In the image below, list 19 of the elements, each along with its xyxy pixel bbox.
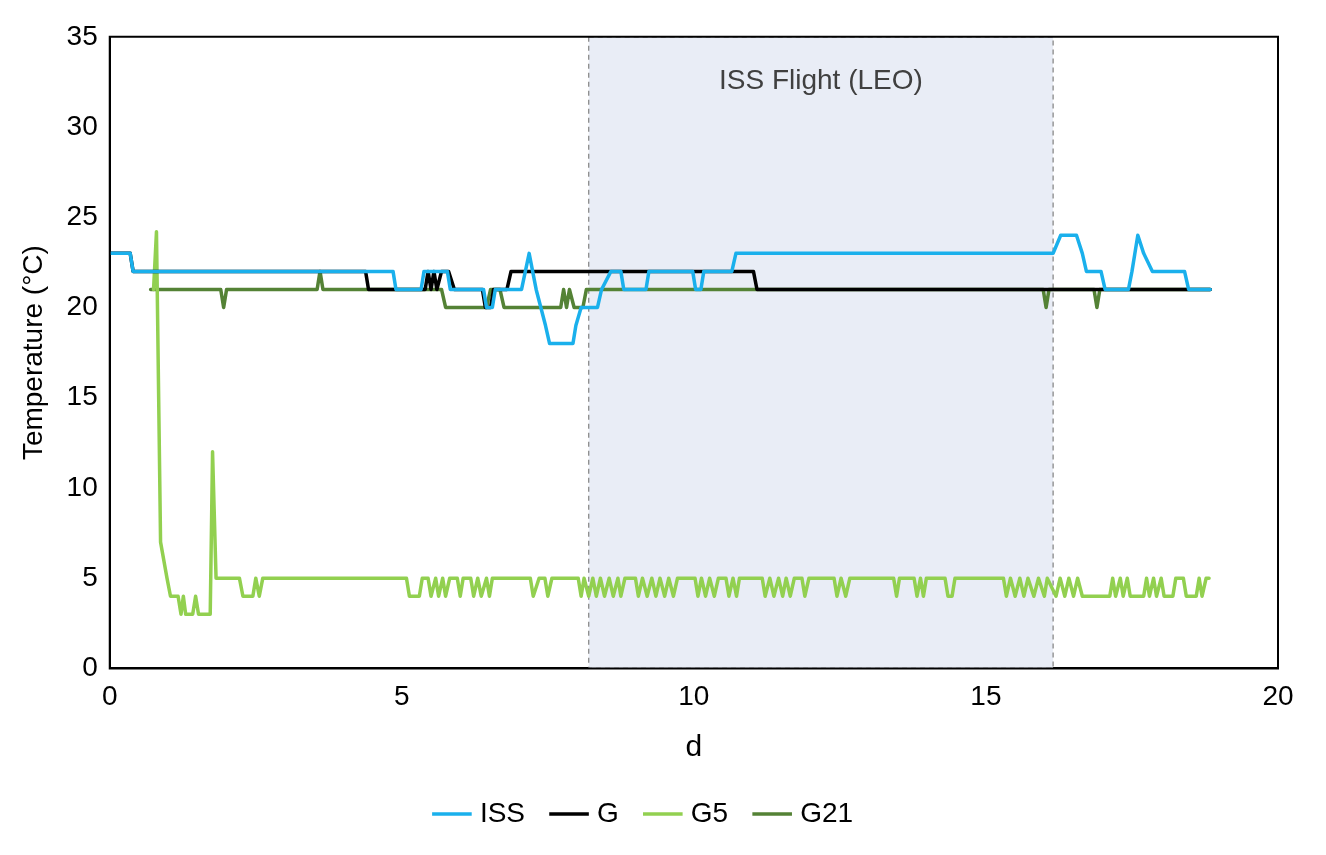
y-tick-label: 0 (82, 651, 98, 683)
legend-label: G5 (690, 796, 729, 828)
y-axis-title: Temperature (°C) (16, 245, 48, 461)
x-tick-label: 20 (1262, 679, 1294, 711)
legend-label: G21 (800, 796, 854, 828)
y-tick-label: 25 (66, 199, 98, 231)
legend-label: G (597, 796, 619, 828)
y-tick-label: 15 (66, 380, 98, 412)
y-tick-label: 5 (82, 560, 98, 592)
x-tick-label: 5 (394, 679, 410, 711)
x-tick-label: 15 (970, 679, 1002, 711)
band-label: ISS Flight (LEO) (719, 63, 923, 95)
y-tick-label: 10 (66, 470, 98, 502)
x-axis-title: d (685, 729, 703, 763)
y-tick-label: 20 (66, 290, 98, 322)
x-tick-label: 10 (678, 679, 710, 711)
y-tick-label: 35 (66, 19, 98, 51)
y-tick-label: 30 (66, 109, 98, 141)
legend-label: ISS (479, 796, 526, 828)
